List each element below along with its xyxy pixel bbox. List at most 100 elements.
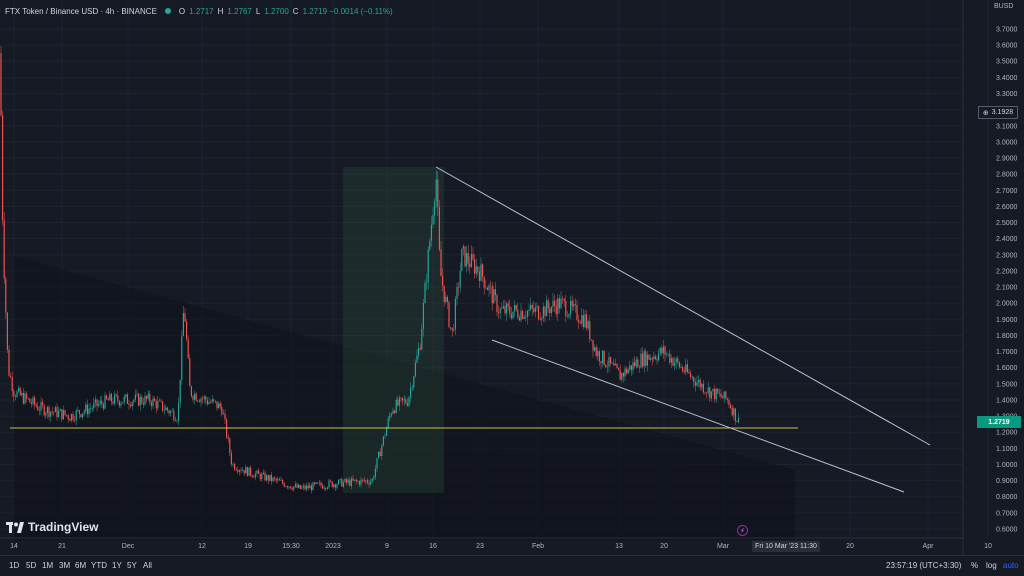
candle-body	[648, 354, 650, 360]
candle-body	[5, 278, 7, 313]
candle-body	[51, 411, 53, 413]
price-tick-label: 2.7000	[996, 188, 1018, 195]
candle-body	[544, 306, 546, 317]
price-tick-label: 1.0000	[996, 462, 1018, 469]
candle-body	[565, 301, 567, 317]
candle-body	[555, 305, 557, 315]
candle-body	[219, 403, 221, 408]
range-1m[interactable]: 1M	[42, 561, 54, 570]
candle-body	[506, 303, 508, 314]
candle-body	[101, 400, 103, 405]
candle-body	[456, 287, 458, 299]
time-tick-label: 20	[660, 543, 668, 550]
candle-body	[53, 411, 55, 413]
time-tick-label: 12	[198, 543, 206, 550]
candle-body	[486, 287, 488, 291]
candle-body	[587, 321, 589, 329]
percent-toggle[interactable]: %	[971, 561, 979, 570]
lightning-event-icon[interactable]: ⚡	[737, 525, 748, 536]
candle-body	[682, 367, 684, 371]
clock[interactable]: 23:57:19 (UTC+3:30)	[886, 561, 962, 570]
candle-body	[131, 402, 133, 407]
symbol-title[interactable]: FTX Token / Binance USD · 4h · BINANCE	[5, 6, 157, 16]
candle-body	[352, 478, 354, 481]
log-toggle[interactable]: log	[986, 561, 997, 570]
range-5y[interactable]: 5Y	[127, 561, 137, 570]
candle-body	[165, 407, 167, 411]
price-tick-label: 3.3000	[996, 91, 1018, 98]
range-all[interactable]: All	[143, 561, 152, 570]
candle-body	[368, 482, 370, 485]
candle-body	[459, 270, 461, 288]
upper-trendline[interactable]	[435, 166, 931, 446]
range-ytd[interactable]: YTD	[91, 561, 107, 570]
candle-body	[147, 393, 149, 399]
candle-body	[46, 406, 48, 414]
candle-body	[22, 392, 24, 404]
candle-body	[413, 376, 415, 388]
candle-body	[80, 414, 82, 418]
candle-body	[298, 484, 300, 488]
time-axis[interactable]: 14 21 Dec 12 19 15:30 2023 9 16 23 Feb 13 20 Mar 20 Apr…	[10, 543, 992, 550]
candle-body	[299, 484, 301, 489]
candle-body	[323, 487, 325, 489]
candle-body	[37, 406, 39, 411]
candle-body	[301, 487, 303, 489]
candle-body	[629, 365, 631, 370]
candle-body	[586, 314, 588, 329]
candle-body	[613, 363, 615, 366]
candle-body	[224, 413, 226, 420]
candle-body	[634, 362, 636, 367]
candle-body	[552, 300, 554, 307]
range-3m[interactable]: 3M	[59, 561, 71, 570]
candle-body	[614, 363, 616, 366]
candle-body	[338, 479, 340, 485]
auto-toggle[interactable]: auto	[1003, 561, 1019, 570]
candle-body	[56, 407, 58, 418]
candle-body	[392, 410, 394, 414]
candle-body	[376, 458, 378, 469]
candle-body	[491, 286, 493, 304]
candle-body	[696, 382, 698, 386]
candle-body	[163, 410, 165, 411]
candle-body	[333, 484, 335, 487]
candle-body	[386, 427, 388, 436]
high-value: 1.2767	[227, 6, 252, 16]
candle-body	[96, 399, 98, 406]
close-value: 1.2719 −0.0014 (−0.11%)	[302, 6, 393, 16]
candle-body	[43, 405, 45, 416]
candle-body	[594, 347, 596, 351]
candle-body	[504, 306, 506, 314]
candle-body	[54, 407, 56, 413]
candle-body	[126, 394, 128, 404]
range-1d[interactable]: 1D	[9, 561, 20, 570]
time-tick-label: 14	[10, 543, 18, 550]
price-axis[interactable]: 0.6000 0.7000 0.8000 0.9000 1.0000 1.1000 1.20…	[996, 26, 1018, 533]
candle-body	[371, 478, 373, 482]
range-6m[interactable]: 6M	[75, 561, 87, 570]
candle-body	[69, 419, 71, 421]
candle-body	[90, 408, 92, 409]
candle-body	[621, 373, 623, 380]
lower-trendline[interactable]	[491, 339, 905, 493]
candle-body	[197, 400, 199, 402]
candle-body	[483, 276, 485, 288]
candle-body	[494, 289, 496, 296]
candle-body	[568, 314, 570, 317]
candle-body	[136, 393, 138, 395]
candle-body	[714, 388, 716, 400]
price-tick-label: 1.7000	[996, 349, 1018, 356]
candle-body	[704, 392, 706, 394]
candle-body	[237, 470, 239, 472]
price-tick-label: 2.1000	[996, 285, 1018, 292]
candle-body	[482, 264, 484, 277]
price-tick-label: 3.6000	[996, 43, 1018, 50]
time-tick-label: 13	[615, 543, 623, 550]
range-5d[interactable]: 5D	[26, 561, 37, 570]
candle-body	[16, 391, 18, 398]
price-tick-label: 2.5000	[996, 220, 1018, 227]
candle-body	[661, 347, 663, 354]
range-1y[interactable]: 1Y	[112, 561, 122, 570]
candle-body	[584, 314, 586, 328]
